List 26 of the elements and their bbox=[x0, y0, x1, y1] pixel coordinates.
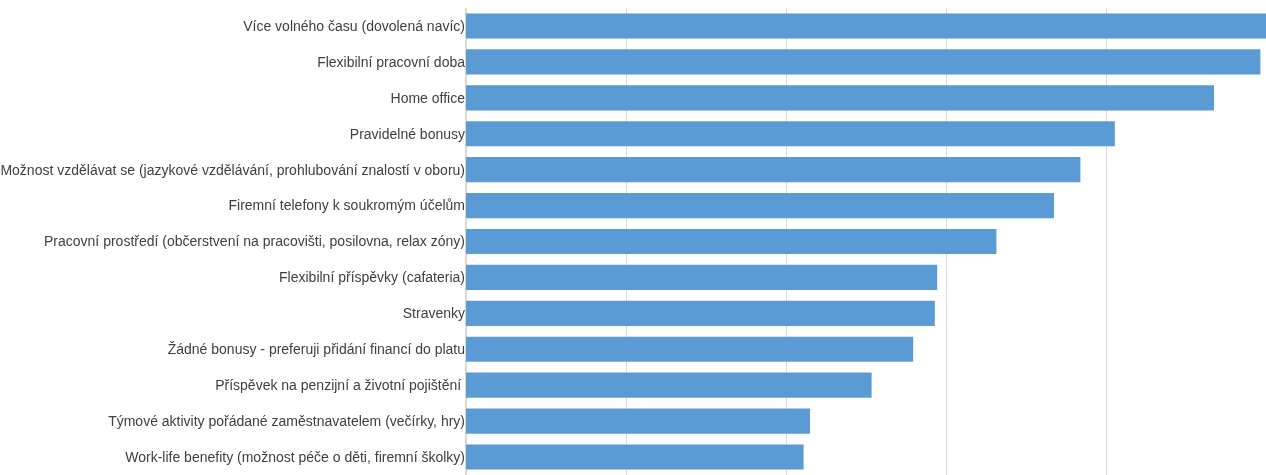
y-tick-label: Flexibilní pracovní doba bbox=[317, 53, 466, 70]
bar bbox=[466, 408, 810, 434]
y-tick-label: Firemní telefony k soukromým účelům bbox=[228, 197, 465, 214]
bar bbox=[466, 300, 935, 326]
y-tick-label: Týmové aktivity pořádané zaměstnavatelem (večírky, hry) bbox=[108, 413, 465, 430]
bar bbox=[466, 193, 1054, 219]
y-tick-label: Pracovní prostředí (občerstvení na pracovišti, posilovna, relax zóny) bbox=[44, 233, 465, 250]
bar bbox=[466, 372, 872, 398]
y-tick-label: Work-life benefity (možnost péče o děti, firemní školky) bbox=[125, 448, 465, 465]
y-tick-label: Home office bbox=[390, 89, 466, 106]
bar bbox=[466, 264, 938, 290]
y-tick-label: Více volného času (dovolená navíc) bbox=[243, 17, 465, 34]
bar bbox=[466, 85, 1214, 111]
y-tick-label: Možnost vzdělávat se (jazykové vzdělávání, prohlubování znalostí v oboru) bbox=[0, 161, 465, 178]
bar bbox=[466, 336, 914, 362]
bar bbox=[466, 49, 1261, 75]
y-tick-label: Příspěvek na penzijní a životní pojištění bbox=[215, 377, 465, 394]
y-tick-label: Flexibilní příspěvky (cafateria) bbox=[279, 269, 465, 286]
bar bbox=[466, 13, 1266, 39]
y-tick-label: Žádné bonusy - preferuji přidání financí do platu bbox=[167, 341, 465, 358]
y-tick-label: Pravidelné bonusy bbox=[349, 125, 465, 142]
bar bbox=[466, 228, 997, 255]
bar bbox=[466, 121, 1115, 147]
y-tick-label: Stravenky bbox=[402, 305, 465, 322]
bar bbox=[466, 444, 804, 470]
bar bbox=[466, 157, 1081, 183]
